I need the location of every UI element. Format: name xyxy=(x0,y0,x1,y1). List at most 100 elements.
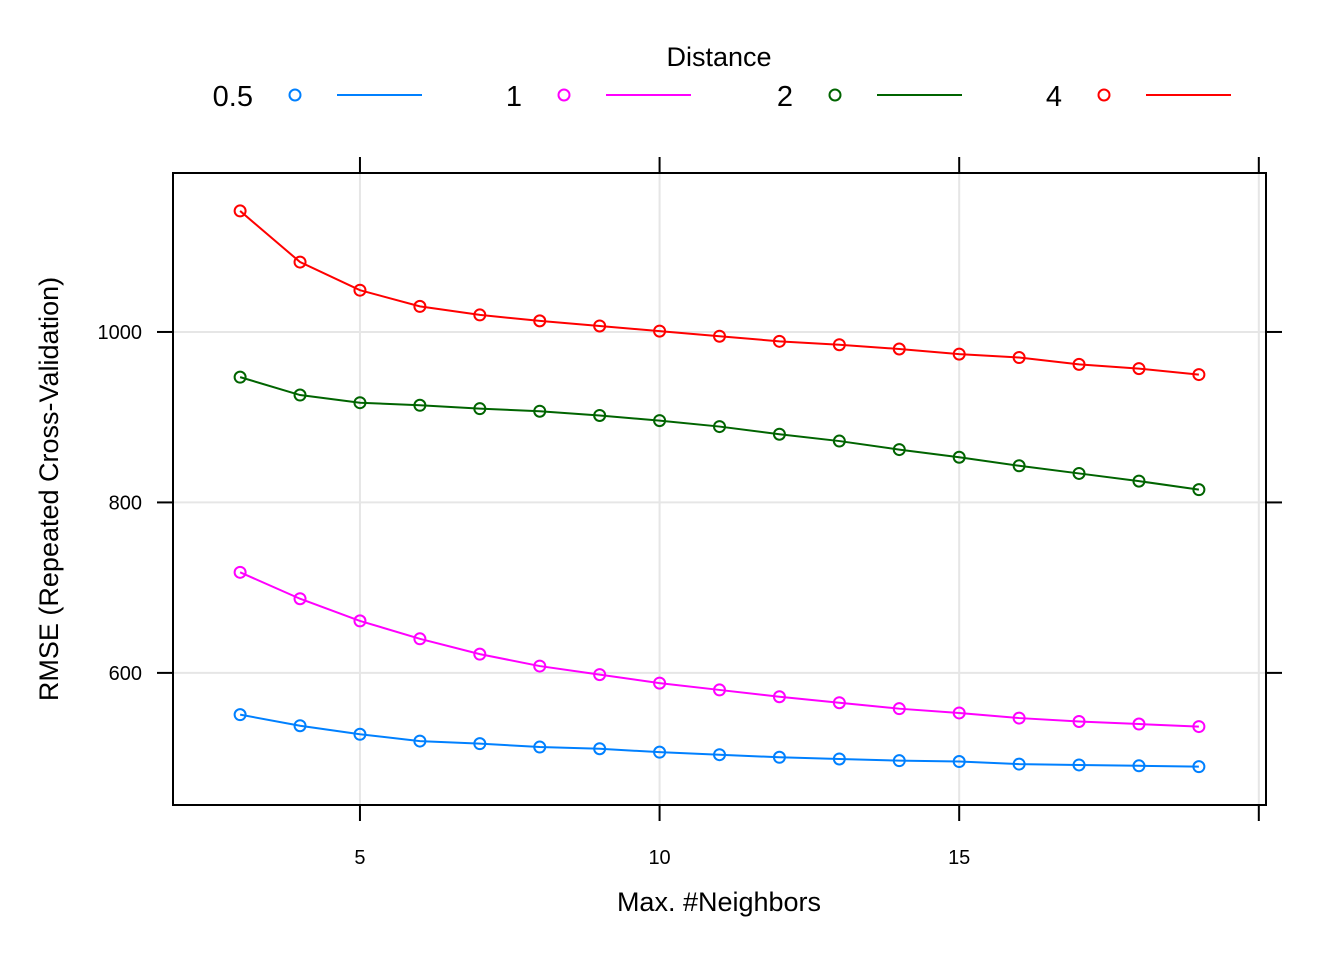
x-axis-title: Max. #Neighbors xyxy=(617,887,821,917)
data-point xyxy=(533,314,547,328)
data-point xyxy=(952,450,966,464)
data-point xyxy=(1012,351,1026,365)
data-point xyxy=(413,299,427,313)
series-group xyxy=(233,204,1206,774)
data-point xyxy=(473,308,487,322)
data-point xyxy=(293,388,307,402)
data-point xyxy=(713,748,726,762)
data-point xyxy=(233,708,247,722)
data-point xyxy=(892,754,906,768)
y-tick-label: 800 xyxy=(109,492,142,514)
legend-point-icon xyxy=(828,88,842,102)
data-point xyxy=(473,647,487,661)
legend-item: 1 xyxy=(506,81,691,113)
data-point xyxy=(293,592,307,606)
data-point xyxy=(593,319,607,333)
y-tick-label: 600 xyxy=(109,663,142,685)
data-point xyxy=(413,398,427,412)
series-4 xyxy=(233,204,1206,382)
data-point xyxy=(413,734,427,748)
data-point xyxy=(293,719,307,733)
data-point xyxy=(653,324,667,338)
data-point xyxy=(1012,757,1026,771)
data-point xyxy=(713,420,726,434)
axes: 5 10 15 600 800 1000 xyxy=(98,157,1282,869)
y-tick-label: 1000 xyxy=(98,322,143,344)
series-line xyxy=(239,571,1199,728)
data-point xyxy=(1132,759,1146,773)
series-line xyxy=(239,210,1199,376)
data-point xyxy=(533,740,547,754)
data-point xyxy=(1192,720,1206,734)
legend-point-icon xyxy=(1097,88,1111,102)
plot-panel xyxy=(172,172,1267,806)
data-point xyxy=(593,668,607,682)
data-point xyxy=(713,683,726,697)
legend-label: 2 xyxy=(777,81,793,113)
data-point xyxy=(413,632,427,646)
data-point xyxy=(832,752,846,766)
data-point xyxy=(1072,758,1086,772)
data-point xyxy=(1132,362,1146,376)
legend-item: 0.5 xyxy=(213,81,422,113)
data-point xyxy=(772,750,786,764)
x-tick-label: 10 xyxy=(648,847,670,869)
legend-item: 2 xyxy=(777,81,962,113)
data-point xyxy=(772,334,786,348)
data-point xyxy=(713,329,726,343)
data-point xyxy=(353,727,367,741)
data-point xyxy=(772,427,786,441)
data-point xyxy=(892,443,906,457)
data-point xyxy=(1012,459,1026,473)
data-point xyxy=(832,338,846,352)
data-point xyxy=(653,745,667,759)
data-point xyxy=(233,204,247,218)
series-line xyxy=(239,376,1200,491)
legend-item: 4 xyxy=(1046,81,1231,113)
data-point xyxy=(473,737,487,751)
data-point xyxy=(1072,714,1086,728)
data-point xyxy=(1192,483,1206,497)
data-point xyxy=(832,696,846,710)
data-point xyxy=(653,414,667,428)
legend-label: 0.5 xyxy=(213,81,253,113)
data-point xyxy=(473,402,487,416)
legend-title: Distance xyxy=(666,42,771,72)
data-point xyxy=(772,690,786,704)
data-point xyxy=(653,676,667,690)
data-point xyxy=(952,706,966,720)
legend: Distance 0.5 1 2 4 xyxy=(213,42,1231,113)
data-point xyxy=(892,702,906,716)
data-point xyxy=(1132,717,1146,731)
data-point xyxy=(233,370,247,384)
series-2 xyxy=(233,370,1206,497)
data-point xyxy=(293,255,307,269)
legend-label: 4 xyxy=(1046,81,1062,113)
grid xyxy=(173,173,1266,805)
legend-label: 1 xyxy=(506,81,522,113)
x-tick-label: 15 xyxy=(948,847,970,869)
series-1 xyxy=(233,565,1206,734)
data-point xyxy=(1072,466,1086,480)
data-point xyxy=(1192,368,1206,382)
data-point xyxy=(1132,474,1146,488)
data-point xyxy=(1012,711,1026,725)
data-point xyxy=(233,565,247,579)
data-point xyxy=(1072,357,1086,371)
data-point xyxy=(593,408,607,422)
data-point xyxy=(533,404,547,418)
data-point xyxy=(832,434,846,448)
data-point xyxy=(593,742,607,756)
data-point xyxy=(353,283,367,297)
y-axis-title: RMSE (Repeated Cross-Validation) xyxy=(34,277,64,701)
legend-point-icon xyxy=(288,88,302,102)
data-point xyxy=(952,755,966,769)
series-0.5 xyxy=(233,708,1206,774)
x-tick-label: 5 xyxy=(354,847,365,869)
data-point xyxy=(353,396,367,410)
data-point xyxy=(533,659,547,673)
data-point xyxy=(952,347,966,361)
data-point xyxy=(892,342,906,356)
series-line xyxy=(239,713,1199,768)
